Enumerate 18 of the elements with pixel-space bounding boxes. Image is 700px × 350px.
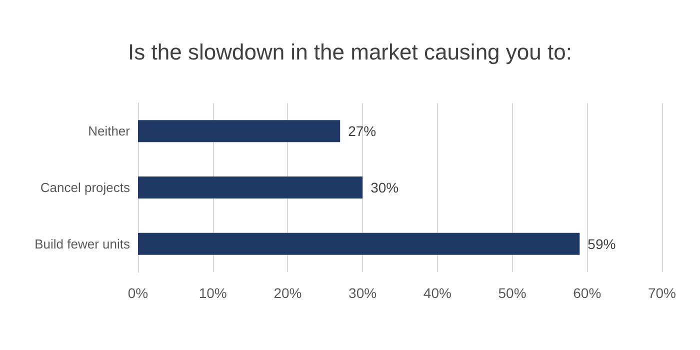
- x-tick-label: 50%: [498, 285, 526, 301]
- bar: [138, 120, 340, 142]
- x-tick-label: 70%: [648, 285, 676, 301]
- x-tick-label: 20%: [274, 285, 302, 301]
- y-tick-label: Neither: [88, 124, 131, 139]
- bar: [138, 232, 580, 255]
- y-tick-label: Build fewer units: [34, 236, 130, 252]
- x-tick-label: 10%: [198, 285, 227, 301]
- x-tick-label: 30%: [348, 285, 377, 301]
- data-label: 27%: [348, 123, 376, 140]
- bar: [138, 176, 363, 198]
- chart-title: Is the slowdown in the market causing you to:: [128, 40, 572, 64]
- x-tick-label: 60%: [573, 285, 602, 301]
- y-tick-label: Cancel projects: [40, 180, 130, 195]
- data-label: 59%: [588, 236, 616, 252]
- data-label: 30%: [370, 180, 399, 196]
- x-tick-label: 40%: [423, 285, 452, 301]
- x-tick-label: 0%: [128, 285, 148, 301]
